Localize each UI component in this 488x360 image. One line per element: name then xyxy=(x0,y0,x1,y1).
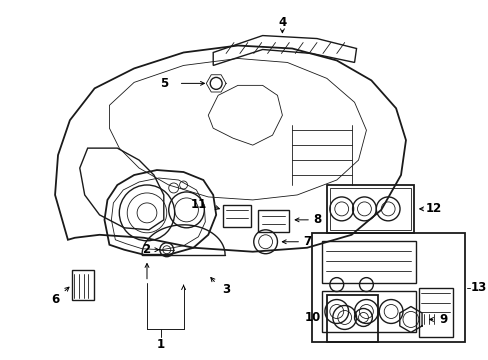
Bar xyxy=(257,210,289,232)
Bar xyxy=(326,185,413,233)
Text: 8: 8 xyxy=(312,213,321,226)
Bar xyxy=(223,205,250,227)
Text: 3: 3 xyxy=(222,283,230,296)
Bar xyxy=(321,241,415,283)
Bar xyxy=(329,188,410,230)
Bar xyxy=(72,270,93,300)
Text: 12: 12 xyxy=(425,202,441,215)
Bar xyxy=(311,233,464,342)
Text: 5: 5 xyxy=(160,77,167,90)
Text: 10: 10 xyxy=(305,311,321,324)
Text: 7: 7 xyxy=(303,235,310,248)
Text: 4: 4 xyxy=(278,16,286,29)
Text: 6: 6 xyxy=(51,293,59,306)
Text: 1: 1 xyxy=(157,338,164,351)
Bar xyxy=(321,291,415,332)
Text: 2: 2 xyxy=(142,243,150,256)
Bar xyxy=(418,288,452,337)
Text: 11: 11 xyxy=(190,198,206,211)
Bar xyxy=(326,294,378,342)
Text: 9: 9 xyxy=(439,313,447,326)
Text: 13: 13 xyxy=(470,281,486,294)
